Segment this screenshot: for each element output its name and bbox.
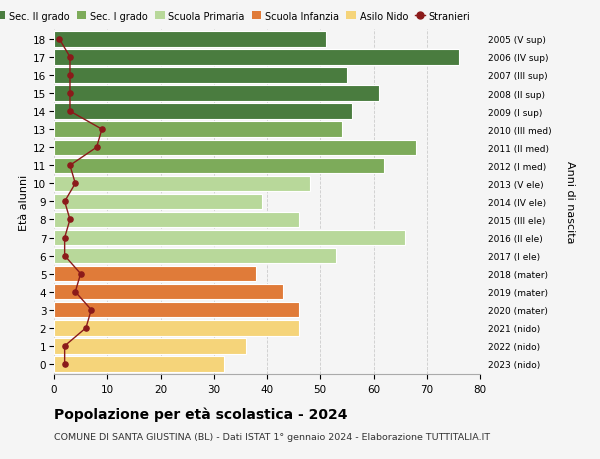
Point — [71, 180, 80, 188]
Bar — [54, 194, 262, 210]
Bar — [54, 266, 256, 282]
Bar — [54, 86, 379, 101]
Point — [60, 360, 70, 368]
Point — [55, 36, 64, 44]
Point — [60, 342, 70, 350]
Point — [65, 72, 75, 79]
Bar — [54, 122, 341, 138]
Bar — [54, 248, 336, 263]
Text: Popolazione per età scolastica - 2024: Popolazione per età scolastica - 2024 — [54, 406, 347, 421]
Bar — [54, 176, 310, 191]
Point — [65, 90, 75, 97]
Point — [76, 270, 85, 278]
Point — [65, 54, 75, 62]
Point — [71, 288, 80, 296]
Bar — [54, 50, 459, 66]
Bar — [54, 230, 406, 246]
Text: COMUNE DI SANTA GIUSTINA (BL) - Dati ISTAT 1° gennaio 2024 - Elaborazione TUTTIT: COMUNE DI SANTA GIUSTINA (BL) - Dati IST… — [54, 432, 490, 442]
Bar — [54, 104, 352, 119]
Bar — [54, 320, 299, 336]
Point — [92, 144, 101, 151]
Point — [81, 325, 91, 332]
Point — [65, 162, 75, 169]
Y-axis label: Anni di nascita: Anni di nascita — [565, 161, 575, 243]
Point — [65, 108, 75, 116]
Point — [60, 198, 70, 206]
Bar — [54, 213, 299, 228]
Legend: Sec. II grado, Sec. I grado, Scuola Primaria, Scuola Infanzia, Asilo Nido, Stran: Sec. II grado, Sec. I grado, Scuola Prim… — [0, 11, 470, 22]
Point — [60, 252, 70, 260]
Bar — [54, 158, 384, 174]
Bar — [54, 338, 246, 354]
Bar — [54, 140, 416, 156]
Bar — [54, 357, 224, 372]
Bar — [54, 32, 326, 47]
Bar — [54, 302, 299, 318]
Point — [65, 216, 75, 224]
Bar — [54, 285, 283, 300]
Y-axis label: Età alunni: Età alunni — [19, 174, 29, 230]
Bar — [54, 68, 347, 84]
Point — [60, 235, 70, 242]
Point — [97, 126, 107, 134]
Point — [86, 307, 96, 314]
